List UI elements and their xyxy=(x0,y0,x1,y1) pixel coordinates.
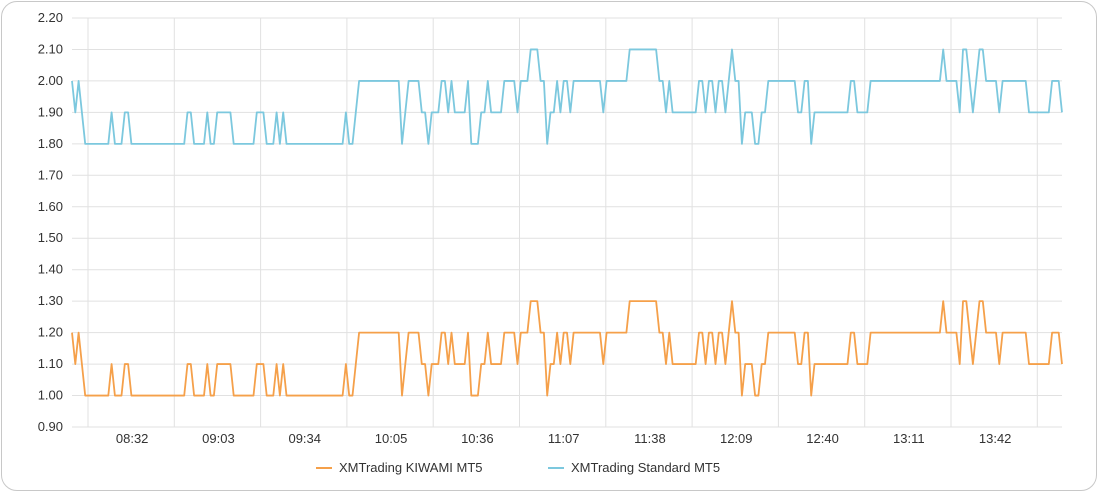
x-tick-label: 13:42 xyxy=(979,431,1012,446)
y-tick-label: 2.20 xyxy=(38,10,63,25)
y-tick-label: 1.90 xyxy=(38,104,63,119)
y-tick-label: 1.10 xyxy=(38,356,63,371)
y-tick-label: 0.90 xyxy=(38,419,63,434)
series-line-standard xyxy=(71,48,1063,145)
x-tick-label: 13:11 xyxy=(893,431,925,446)
series-line-kiwami xyxy=(71,300,1063,397)
legend-item[interactable]: XMTrading KIWAMI MT5 xyxy=(316,460,483,475)
legend-label: XMTrading Standard MT5 xyxy=(571,460,720,475)
y-tick-label: 1.70 xyxy=(38,167,63,182)
y-tick-label: 1.00 xyxy=(38,388,63,403)
x-tick-label: 12:40 xyxy=(806,431,839,446)
y-tick-label: 1.20 xyxy=(38,325,63,340)
grid-lines xyxy=(72,17,1062,428)
x-tick-label: 11:38 xyxy=(634,431,666,446)
y-tick-label: 1.30 xyxy=(38,293,63,308)
legend: XMTrading KIWAMI MT5 XMTrading Standard M… xyxy=(316,460,720,475)
y-axis-ticks: 0.90 1.00 1.10 1.20 1.30 1.40 1.50 1.60 1.70 1.80… xyxy=(38,10,63,434)
y-tick-label: 1.40 xyxy=(38,262,63,277)
x-tick-label: 09:34 xyxy=(288,431,321,446)
x-tick-label: 08:32 xyxy=(116,431,149,446)
series-lines xyxy=(71,48,1063,397)
y-tick-label: 1.60 xyxy=(38,199,63,214)
x-tick-label: 12:09 xyxy=(720,431,753,446)
y-tick-label: 2.10 xyxy=(38,41,63,56)
x-tick-label: 11:07 xyxy=(548,431,580,446)
x-axis-ticks: 08:32 09:03 09:34 10:05 10:36 11:07 11:38 12:09… xyxy=(116,431,1012,446)
x-tick-label: 10:36 xyxy=(461,431,494,446)
y-tick-label: 1.80 xyxy=(38,136,63,151)
x-tick-label: 10:05 xyxy=(375,431,408,446)
legend-item[interactable]: XMTrading Standard MT5 xyxy=(548,460,720,475)
y-tick-label: 1.50 xyxy=(38,230,63,245)
legend-label: XMTrading KIWAMI MT5 xyxy=(339,460,483,475)
x-tick-label: 09:03 xyxy=(202,431,235,446)
y-tick-label: 2.00 xyxy=(38,73,63,88)
